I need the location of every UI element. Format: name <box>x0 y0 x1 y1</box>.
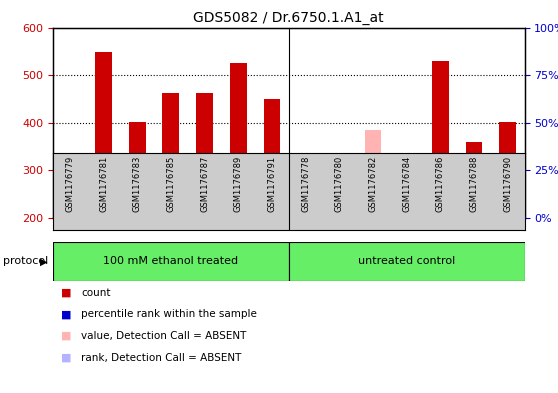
Text: GSM1176785: GSM1176785 <box>166 156 175 212</box>
Bar <box>230 63 247 218</box>
Text: untreated control: untreated control <box>358 256 455 266</box>
Text: GSM1176783: GSM1176783 <box>133 156 142 212</box>
Text: ■: ■ <box>61 288 72 298</box>
Bar <box>398 185 415 218</box>
Text: count: count <box>81 288 110 298</box>
Text: ■: ■ <box>61 309 72 320</box>
Bar <box>297 173 314 218</box>
Bar <box>61 166 78 218</box>
Title: GDS5082 / Dr.6750.1.A1_at: GDS5082 / Dr.6750.1.A1_at <box>194 11 384 25</box>
Text: GSM1176788: GSM1176788 <box>469 156 479 212</box>
Bar <box>95 52 112 218</box>
Text: GSM1176784: GSM1176784 <box>402 156 411 212</box>
Bar <box>129 122 146 218</box>
Text: ■: ■ <box>61 331 72 341</box>
Text: GSM1176780: GSM1176780 <box>335 156 344 212</box>
Bar <box>53 242 289 281</box>
Bar <box>499 122 516 218</box>
Text: ■: ■ <box>61 353 72 363</box>
Bar <box>465 142 483 218</box>
Text: GSM1176786: GSM1176786 <box>436 156 445 212</box>
Text: GSM1176787: GSM1176787 <box>200 156 209 212</box>
Text: GSM1176782: GSM1176782 <box>368 156 377 212</box>
Text: protocol: protocol <box>3 256 48 266</box>
Text: GSM1176779: GSM1176779 <box>65 156 74 212</box>
Text: GSM1176778: GSM1176778 <box>301 156 310 212</box>
Text: rank, Detection Call = ABSENT: rank, Detection Call = ABSENT <box>81 353 241 363</box>
Text: percentile rank within the sample: percentile rank within the sample <box>81 309 257 320</box>
Text: 100 mM ethanol treated: 100 mM ethanol treated <box>103 256 238 266</box>
Bar <box>263 99 280 218</box>
Text: GSM1176781: GSM1176781 <box>99 156 108 212</box>
Text: GSM1176791: GSM1176791 <box>267 156 276 212</box>
Bar <box>432 61 449 218</box>
Bar <box>331 157 348 218</box>
Text: ▶: ▶ <box>40 256 47 266</box>
Bar <box>364 130 381 218</box>
Bar <box>196 93 213 218</box>
Text: GSM1176790: GSM1176790 <box>503 156 512 212</box>
Bar <box>162 93 179 218</box>
Text: value, Detection Call = ABSENT: value, Detection Call = ABSENT <box>81 331 246 341</box>
Bar <box>289 242 525 281</box>
Text: GSM1176789: GSM1176789 <box>234 156 243 212</box>
